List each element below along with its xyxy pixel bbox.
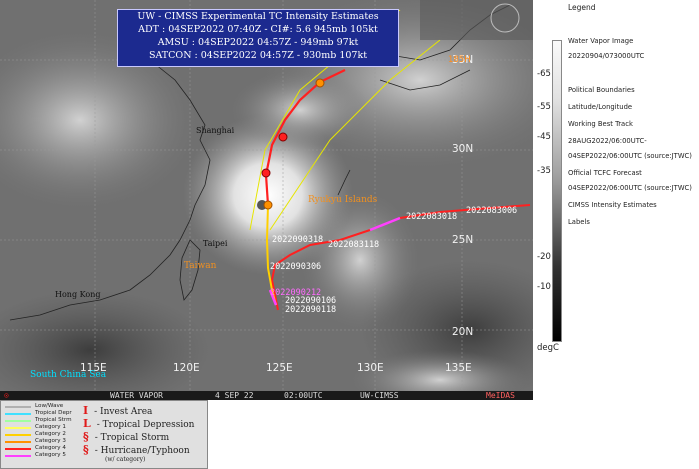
cat-line-c2 [5, 434, 31, 436]
cat-label-c4: Category 4 [35, 445, 66, 451]
colorbar-tick-10: -10 [537, 282, 551, 292]
legend-panel: Legend Water Vapor Image 20220904/073000… [563, 0, 699, 400]
symbol-ts: § - Tropical Storm [83, 430, 169, 443]
cat-line-td [5, 413, 31, 415]
grid-label-125e: 125E [266, 362, 293, 374]
cat-label-c1: Category 1 [35, 424, 66, 430]
place-taipei: Taipei [203, 239, 228, 248]
grid-label-35n: 35N [452, 54, 474, 66]
track-label-2022083018: 2022083018 [406, 212, 458, 222]
grid-label-30n: 30N [452, 143, 474, 155]
legend-item-cimss: CIMSS Intensity Estimates [568, 201, 657, 209]
legend-title: Legend [568, 3, 596, 12]
cat-label-c3: Category 3 [35, 438, 66, 444]
colorbar-tick-65: -65 [537, 69, 551, 79]
image-footer-bar: ⊙ WATER VAPOR 4 SEP 22 02:00UTC UW-CIMSS… [0, 391, 533, 400]
footer-time: 02:00UTC [284, 391, 323, 400]
best-track-cat5-south [268, 289, 278, 306]
forecast-label-185h: 185H [448, 55, 471, 65]
place-ryukyu-islands: Ryukyu Islands [308, 195, 378, 205]
legend-item-best-track-end: 04SEP2022/06:00UTC (source:JTWC) [568, 152, 692, 160]
symbol-invest: I - Invest Area [83, 404, 152, 417]
cat-line-c3 [5, 441, 31, 443]
temperature-colorbar [552, 40, 562, 342]
grid-label-120e: 120E [173, 362, 200, 374]
grid-label-130e: 130E [357, 362, 384, 374]
footer-satellite: MeIDAS [486, 391, 515, 400]
footer-product: WATER VAPOR [110, 391, 163, 400]
dry-air-southwest [0, 290, 210, 400]
footer-source: UW-CIMSS [360, 391, 399, 400]
legend-item-political: Political Boundaries [568, 86, 635, 94]
storm-icon: § [83, 430, 89, 443]
satellite-map: UW - CIMSS Experimental TC Intensity Est… [0, 0, 533, 400]
grid-label-20n: 20N [452, 326, 474, 338]
footer-logo-icon: ⊙ [4, 391, 9, 400]
legend-item-image-time: 20220904/073000UTC [568, 52, 645, 60]
cat-line-c1 [5, 427, 31, 429]
cimss-logo-icon [490, 3, 520, 33]
place-taiwan: Taiwan [184, 261, 217, 271]
symbol-hurricane: § - Hurricane/Typhoon [83, 443, 190, 456]
best-track-cat5-segment [369, 216, 401, 232]
infobox-amsu: AMSU : 04SEP2022 04:57Z - 949mb 97kt [157, 37, 359, 48]
track-label-2022090318: 2022090318 [272, 235, 324, 245]
grid-label-25n: 25N [452, 234, 474, 246]
colorbar-tick-55: -55 [537, 102, 551, 112]
cat-label-c5: Category 5 [35, 452, 66, 458]
cat-line-ts [5, 420, 31, 422]
cat-line-low [5, 406, 31, 408]
intensity-estimates-box: UW - CIMSS Experimental TC Intensity Est… [117, 9, 399, 67]
symbol-ts-label: - Tropical Storm [94, 433, 170, 443]
legend-item-labels: Labels [568, 218, 590, 226]
colorbar-tick-45: -45 [537, 132, 551, 142]
legend-item-latlon: Latitude/Longitude [568, 103, 633, 111]
place-hong-kong: Hong Kong [55, 290, 101, 299]
cat-line-c4 [5, 448, 31, 450]
cloud-band-south [350, 350, 530, 400]
track-label-2022083006: 2022083006 [466, 206, 518, 216]
category-legend-box: Low/Wave Tropical Depr Tropical Strm Cat… [0, 400, 208, 469]
grid-label-135e: 135E [445, 362, 472, 374]
colorbar-tick-20: -20 [537, 252, 551, 262]
infobox-title: UW - CIMSS Experimental TC Intensity Est… [137, 11, 379, 22]
place-south-china-sea: South China Sea [30, 370, 107, 380]
cimss-logo-bg [420, 0, 533, 40]
track-label-2022090118: 2022090118 [285, 305, 337, 315]
symbol-invest-label: - Invest Area [94, 407, 153, 417]
depression-icon: L [83, 417, 91, 430]
symbol-td: L - Tropical Depression [83, 417, 194, 430]
outflow-north [230, 70, 370, 150]
place-shanghai: Shanghai [196, 126, 235, 135]
cloud-mass-west [0, 30, 200, 210]
symbol-td-label: - Tropical Depression [96, 420, 195, 430]
cat-label-td: Tropical Depr [35, 410, 72, 416]
legend-item-tcfc: Official TCFC Forecast [568, 169, 642, 177]
legend-item-water-vapor: Water Vapor Image [568, 37, 634, 45]
track-label-2022090106: 2022090106 [285, 296, 337, 306]
track-label-2022083118: 2022083118 [328, 240, 380, 250]
invest-icon: I [83, 404, 89, 417]
footer-date: 4 SEP 22 [215, 391, 254, 400]
track-label-2022090212: 2022090212 [270, 288, 322, 298]
cat-label-ts: Tropical Strm [35, 417, 72, 423]
cat-line-c5 [5, 455, 31, 457]
forecast-symbols [261, 78, 325, 210]
legend-item-tcfc-time: 04SEP2022/06:00UTC (source:JTWC) [568, 184, 692, 192]
track-label-2022090306: 2022090306 [270, 262, 322, 272]
hurricane-icon: § [83, 443, 89, 456]
infobox-adt: ADT : 04SEP2022 07:40Z - CI#: 5.6 945mb … [138, 24, 378, 35]
colorbar-tick-35: -35 [537, 166, 551, 176]
symbol-hurricane-label: - Hurricane/Typhoon [94, 446, 190, 456]
colorbar-unit: degC [537, 343, 559, 353]
cat-label-low: Low/Wave [35, 403, 64, 409]
legend-item-best-track-start: 28AUG2022/06:00UTC- [568, 137, 647, 145]
best-track-red [270, 204, 531, 311]
infobox-satcon: SATCON : 04SEP2022 04:57Z - 930mb 107kt [148, 50, 368, 61]
legend-item-best-track: Working Best Track [568, 120, 633, 128]
cat-label-c2: Category 2 [35, 431, 66, 437]
grid-label-115e: 115E [80, 362, 107, 374]
symbol-category-note: (w/ category) [105, 456, 146, 463]
